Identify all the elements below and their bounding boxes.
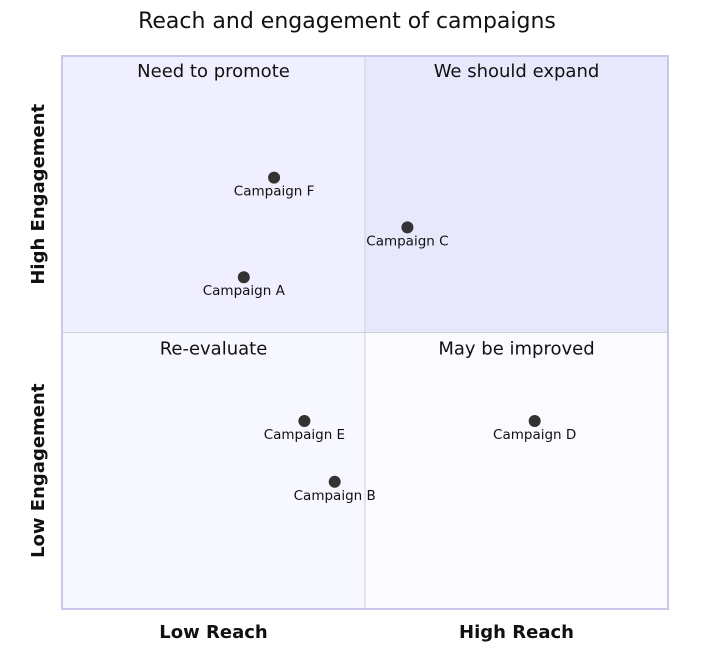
chart-title: Reach and engagement of campaigns [138, 9, 556, 34]
point-label-campaign-e: Campaign E [264, 427, 345, 443]
quadrant-label-top-right: We should expand [434, 61, 600, 82]
point-label-campaign-d: Campaign D [493, 427, 576, 443]
quadrant-backgrounds [62, 56, 668, 609]
x-axis-low-label: Low Reach [159, 622, 267, 643]
quadrant-label-top-left: Need to promote [137, 61, 290, 82]
quadrant-top-left-area [62, 56, 365, 333]
point-label-campaign-b: Campaign B [294, 488, 376, 504]
quadrant-bottom-left-area [62, 332, 365, 609]
point-campaign-f [268, 171, 281, 184]
point-label-campaign-c: Campaign C [366, 233, 448, 249]
quadrant-label-bottom-right: May be improved [438, 339, 594, 360]
point-campaign-d [528, 414, 541, 427]
point-campaign-c [401, 221, 414, 234]
quadrant-top-right-area [365, 56, 668, 333]
quadrant-bottom-right-area [365, 332, 668, 609]
point-campaign-b [328, 475, 341, 488]
point-campaign-a [237, 271, 250, 284]
y-axis-high-label: High Engagement [28, 103, 49, 284]
point-campaign-e [298, 414, 311, 427]
point-label-campaign-a: Campaign A [203, 283, 286, 299]
point-label-campaign-f: Campaign F [234, 184, 315, 200]
data-points: Campaign A Campaign B Campaign C Campaign D… [203, 171, 576, 504]
x-axis-high-label: High Reach [459, 622, 574, 643]
plot-border [61, 55, 669, 610]
y-axis-low-label: Low Engagement [28, 383, 49, 558]
quadrant-label-bottom-left: Re-evaluate [160, 339, 268, 360]
